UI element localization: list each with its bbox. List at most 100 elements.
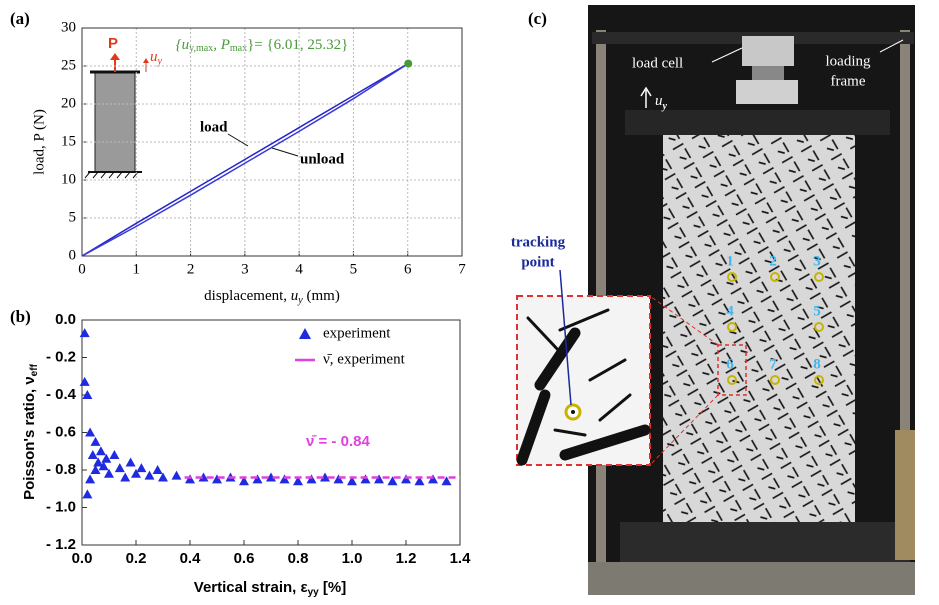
label-part: max <box>230 43 247 54</box>
subscript: y <box>157 56 163 67</box>
marker-dot <box>814 375 824 385</box>
x-tick-label: 0.8 <box>288 550 309 567</box>
data-point <box>95 446 106 456</box>
x-tick-label: 1.2 <box>396 550 417 567</box>
hatching <box>84 171 139 179</box>
y-tick-label: 20 <box>61 95 76 111</box>
data-point <box>212 474 222 484</box>
data-point <box>374 474 384 484</box>
data-point <box>198 472 209 482</box>
series-label: load <box>200 119 228 135</box>
marker-dot <box>727 322 737 332</box>
displacement-label: uy <box>655 93 668 112</box>
label-part: eff <box>29 363 40 376</box>
marker-number: 2 <box>769 253 777 269</box>
data-point <box>90 436 101 446</box>
zoom-line <box>649 394 719 466</box>
panel-label: (c) <box>528 9 547 28</box>
data-point <box>109 450 120 459</box>
data-point <box>98 461 109 471</box>
y-axis-label: load, P (N) <box>31 109 47 175</box>
label-part: Poisson's ratio, ν <box>21 376 38 500</box>
zoom-box <box>717 344 747 396</box>
mean-annotation: ν̄ = - 0.84 <box>306 433 370 450</box>
max-point <box>404 59 413 68</box>
load-cell <box>742 36 794 66</box>
marker-number: 7 <box>769 356 777 372</box>
data-point <box>136 463 147 473</box>
data-point <box>85 427 96 437</box>
data-point <box>293 476 303 486</box>
data-point <box>131 468 141 478</box>
x-tick-label: 1 <box>133 261 141 277</box>
data-point <box>428 474 438 484</box>
label-part: , P <box>213 37 230 53</box>
data-point <box>93 457 104 467</box>
data-point <box>90 465 101 474</box>
data-point <box>333 474 344 484</box>
displacement-arrow <box>640 86 652 97</box>
x-tick-label: 7 <box>458 261 466 277</box>
y-tick-label: 0.0 <box>55 311 76 328</box>
data-point <box>306 474 317 484</box>
specimen <box>663 135 855 525</box>
data-point <box>144 470 155 480</box>
marker-dot <box>727 272 737 282</box>
data-point <box>266 472 276 482</box>
label-part: displacement, <box>204 288 291 304</box>
load-cell-label: load cell <box>632 55 683 71</box>
marker-number: 8 <box>813 356 821 372</box>
y-tick-label: - 1.0 <box>46 498 76 515</box>
y-tick-label: 0 <box>69 247 77 263</box>
leader <box>271 147 299 157</box>
max-annotation: {uy,max, Pmax}= {6.01, 25.32} <box>176 37 349 54</box>
data-point <box>414 476 425 486</box>
data-point <box>185 474 195 484</box>
y-tick-label: - 0.2 <box>46 348 76 365</box>
leader <box>227 133 249 147</box>
y-tick-label: 5 <box>69 209 77 225</box>
label-part: yy <box>308 587 320 598</box>
load-cell <box>752 66 784 80</box>
label-part: (mm) <box>303 288 340 304</box>
data-point <box>279 474 290 484</box>
legend-label: ν̄, experiment <box>323 351 406 367</box>
marker-dot <box>814 272 824 282</box>
legend-marker <box>299 328 311 339</box>
data-point <box>347 476 357 486</box>
symbol: u <box>655 93 663 109</box>
data-point <box>125 457 136 467</box>
label-part: y,max <box>189 43 213 54</box>
series-line <box>81 62 409 257</box>
data-point <box>252 474 263 484</box>
disp-arrow <box>143 58 149 63</box>
series-line <box>81 62 409 257</box>
marker-dot <box>814 322 824 332</box>
x-tick-label: 4 <box>295 261 303 277</box>
tracking-point <box>571 410 575 414</box>
tracking-label: point <box>521 254 554 270</box>
x-axis-label: displacement, uy (mm) <box>204 288 340 306</box>
label-part: }= {6.01, 25.32} <box>247 37 348 53</box>
data-point <box>239 476 249 486</box>
data-point <box>114 463 125 473</box>
marker-number: 6 <box>726 356 734 372</box>
x-tick-label: 0 <box>78 261 86 277</box>
data-point <box>387 476 398 486</box>
data-point <box>401 474 411 484</box>
x-tick-label: 0.6 <box>234 550 255 567</box>
photo: uy load cell loading frame tracking poin… <box>511 5 915 595</box>
threaded-rod <box>900 30 910 570</box>
data-point <box>120 472 131 482</box>
symbol: u <box>150 49 158 65</box>
x-tick-label: 6 <box>404 261 412 277</box>
disp-label: uy <box>150 49 163 67</box>
data-point <box>152 465 163 474</box>
x-tick-label: 1.4 <box>450 550 472 567</box>
x-tick-label: 3 <box>241 261 249 277</box>
label-part: Vertical strain, ε <box>194 579 308 596</box>
y-axis-label: Poisson's ratio, νeff <box>21 363 40 500</box>
data-point <box>87 450 98 459</box>
y-tick-label: - 0.8 <box>46 461 76 478</box>
